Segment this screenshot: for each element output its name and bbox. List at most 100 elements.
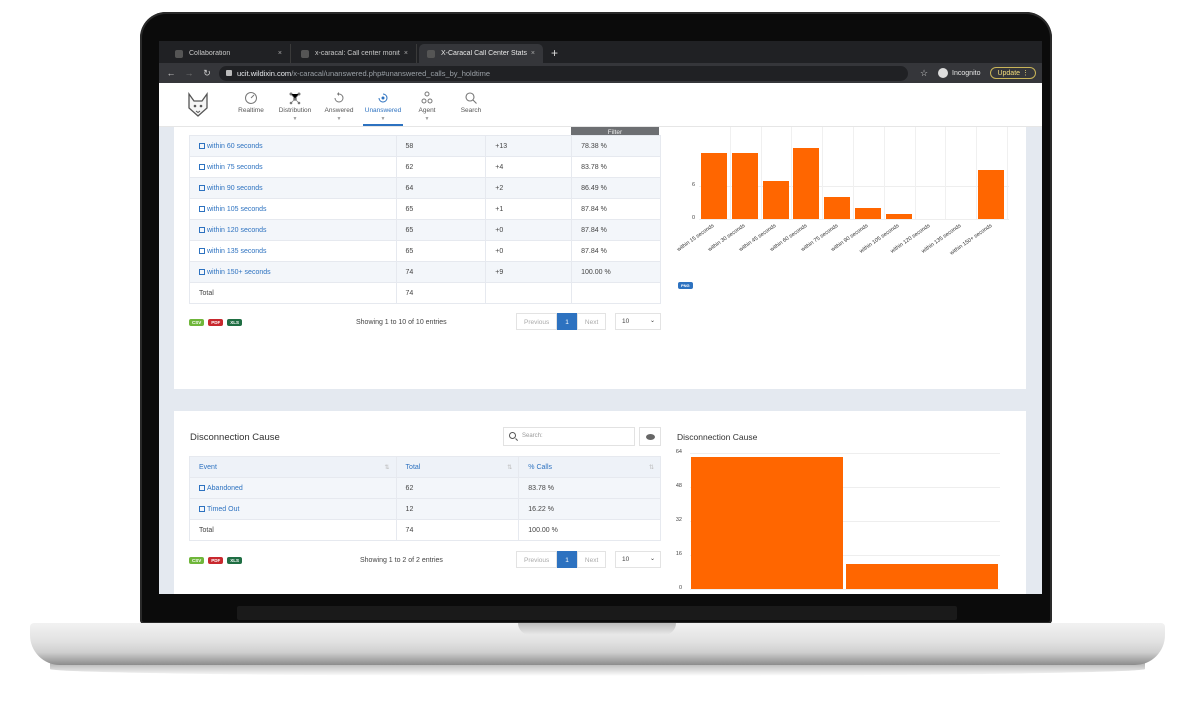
chart-bar [701,153,727,219]
column-pct-calls[interactable]: % Calls ⇅ [518,456,661,478]
table-header: Event ⇅ Total ⇅ % Calls ⇅ [189,456,661,478]
row-label[interactable]: within 60 seconds [189,135,397,157]
laptop-shadow [50,662,1145,676]
previous-page-button[interactable]: Previous [516,313,558,330]
bookmark-star-icon[interactable]: ☆ [919,67,929,78]
close-tab-icon[interactable]: × [403,50,408,57]
update-button[interactable]: Update ⋮ [990,67,1036,79]
table-row: Timed Out 12 16.22 % [189,498,661,520]
row-label[interactable]: within 120 seconds [189,219,397,241]
page-length-select[interactable]: 10 ⌄ [615,551,661,568]
x-axis-label: within 105 seconds [858,223,901,255]
x-axis-label: within 60 seconds [768,223,809,253]
gridline [699,186,1009,187]
page-content: Filter within 60 seconds 58 +13 78.38 % … [159,127,1042,594]
row-label[interactable]: within 135 seconds [189,240,397,262]
chart-title: Disconnection Cause [677,432,758,442]
incognito-icon [938,68,949,78]
nav-unanswered[interactable]: Unanswered ▼ [361,83,405,127]
favicon-icon [175,49,183,58]
y-axis-label: 64 [675,449,682,455]
entries-info: Showing 1 to 2 of 2 entries [360,557,443,564]
table-row: within 75 seconds 62 +4 83.78 % [189,156,661,178]
chart-bar [855,208,881,219]
reload-icon[interactable]: ↻ [203,67,211,78]
sort-icon: ⇅ [648,464,654,471]
gridline [690,487,1000,488]
tab-collaboration[interactable]: Collaboration × [167,44,291,63]
gridline [690,453,1000,454]
row-label[interactable]: within 105 seconds [189,198,397,220]
export-pdf-button[interactable]: PDF [208,319,224,326]
next-page-button[interactable]: Next [576,551,607,568]
nav-distribution[interactable]: Distribution ▼ [273,83,317,127]
export-pdf-button[interactable]: PDF [208,557,224,564]
gridline [883,127,885,219]
tab-strip: Collaboration × x-caracal: Call center m… [159,41,1042,63]
nav-search[interactable]: Search [449,83,493,127]
expand-icon [199,184,205,191]
export-xls-button[interactable]: XLS [227,319,243,326]
nav-answered[interactable]: Answered ▼ [317,83,361,127]
back-icon[interactable]: ← [166,68,176,78]
table-row: within 120 seconds 65 +0 87.84 % [189,219,661,241]
incognito-indicator[interactable]: Incognito [938,68,980,78]
new-tab-button[interactable]: + [551,46,559,60]
row-label[interactable]: within 75 seconds [189,156,397,178]
export-xls-button[interactable]: XLS [227,557,243,564]
next-page-button[interactable]: Next [576,313,607,330]
agents-icon [421,91,433,103]
close-tab-icon[interactable]: × [277,50,282,57]
x-axis-label: within 15 seconds [676,223,716,253]
total-row: Total 74 [189,282,661,304]
tab-call-center-stats[interactable]: X-Caracal Call Center Stats × [419,44,543,63]
export-csv-button[interactable]: CSV [189,557,205,564]
nav-agent[interactable]: Agent ▼ [405,83,449,127]
search-icon [509,432,516,439]
chart-bar [885,213,912,219]
search-input[interactable]: Search: [503,427,635,446]
y-axis-label: 0 [678,585,682,591]
chevron-down-icon: ▼ [424,115,430,122]
total-row: Total 74 100.00 % [189,519,661,541]
x-axis-label: within 150+ seconds [948,223,994,257]
column-event[interactable]: Event ⇅ [189,456,397,478]
forward-icon[interactable]: → [184,68,194,78]
export-png-button[interactable]: PNG [678,282,693,289]
y-axis-label: 6 [691,182,695,188]
gridline [822,127,824,219]
row-label[interactable]: within 150+ seconds [189,261,397,283]
page-length-select[interactable]: 10 ⌄ [615,313,661,330]
favicon-icon [301,49,309,58]
search-icon [465,91,477,104]
holdtime-bar-chart: 0 6 within 15 seconds within 30 seconds with… [677,127,1009,297]
table-row: within 105 seconds 65 +1 87.84 % [189,198,661,220]
caracal-logo-icon[interactable] [187,91,209,118]
holdtime-table: within 60 seconds 58 +13 78.38 % within … [189,135,661,304]
eye-icon [646,434,655,440]
chart-bar [731,153,758,219]
tab-call-center-monitor[interactable]: x-caracal: Call center monito × [293,44,417,63]
previous-page-button[interactable]: Previous [516,551,558,568]
export-csv-button[interactable]: CSV [189,319,205,326]
row-label[interactable]: Abandoned [189,477,397,499]
disconnection-cause-card: Disconnection Cause Search: Event ⇅ Total… [174,411,1026,594]
laptop-hinge [237,606,957,620]
row-label[interactable]: Timed Out [189,498,397,520]
table-row: within 135 seconds 65 +0 87.84 % [189,240,661,262]
page-1-button[interactable]: 1 [557,313,577,330]
favicon-icon [427,49,435,58]
card-title: Disconnection Cause [190,432,280,443]
chart-bar [846,563,998,589]
pagination: Previous 1 Next [516,313,607,330]
column-visibility-button[interactable] [639,427,661,446]
chart-bar [762,180,789,219]
address-bar[interactable]: ucit.wildixin.com/x-caracal/unanswered.p… [219,65,908,81]
column-total[interactable]: Total ⇅ [395,456,520,478]
row-label[interactable]: within 90 seconds [189,177,397,199]
page-1-button[interactable]: 1 [557,551,577,568]
sort-icon: ⇅ [507,464,513,471]
close-tab-icon[interactable]: × [530,50,535,57]
nav-realtime[interactable]: Realtime [229,83,273,127]
